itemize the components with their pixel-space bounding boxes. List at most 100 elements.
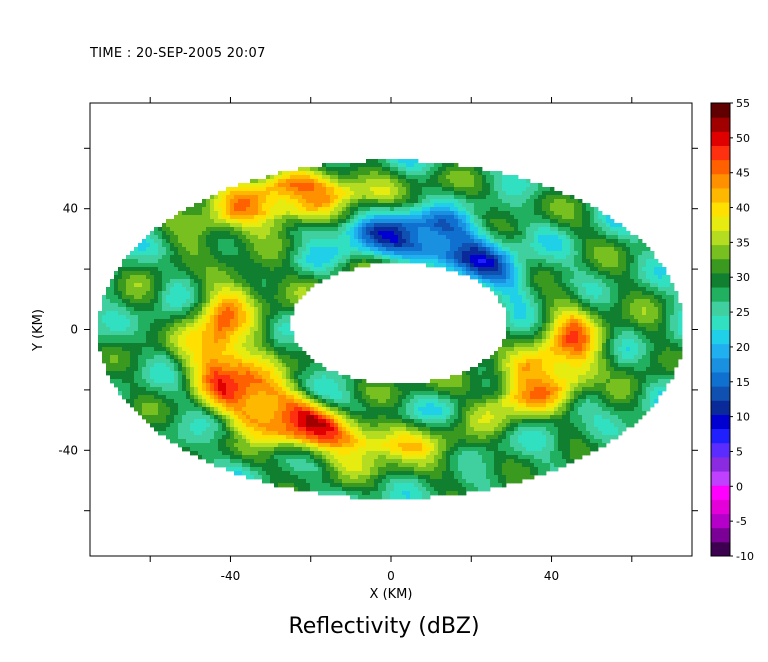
- echo-cell: [366, 259, 371, 264]
- echo-cell: [378, 227, 383, 232]
- echo-cell: [430, 167, 435, 172]
- echo-cell: [542, 239, 547, 244]
- echo-cell: [166, 263, 171, 268]
- echo-cell: [450, 203, 455, 208]
- echo-cell: [194, 335, 199, 340]
- echo-cell: [254, 235, 259, 240]
- echo-cell: [494, 263, 499, 268]
- echo-cell: [134, 315, 139, 320]
- echo-cell: [290, 263, 295, 268]
- echo-cell: [298, 247, 303, 252]
- echo-cell: [202, 199, 207, 204]
- echo-cell: [466, 227, 471, 232]
- echo-cell: [630, 259, 635, 264]
- echo-cell: [110, 359, 115, 364]
- echo-cell: [642, 247, 647, 252]
- echo-cell: [146, 303, 151, 308]
- echo-cell: [162, 231, 167, 236]
- echo-cell: [254, 335, 259, 340]
- echo-cell: [402, 159, 407, 164]
- echo-cell: [250, 203, 255, 208]
- echo-cell: [286, 355, 291, 360]
- echo-cell: [518, 187, 523, 192]
- echo-cell: [550, 319, 555, 324]
- echo-cell: [654, 323, 659, 328]
- echo-cell: [198, 263, 203, 268]
- echo-cell: [246, 255, 251, 260]
- echo-cell: [122, 303, 127, 308]
- echo-cell: [626, 271, 631, 276]
- echo-cell: [258, 179, 263, 184]
- echo-cell: [350, 175, 355, 180]
- echo-cell: [302, 243, 307, 248]
- echo-cell: [418, 179, 423, 184]
- echo-cell: [518, 215, 523, 220]
- echo-cell: [650, 343, 655, 348]
- echo-cell: [550, 195, 555, 200]
- echo-cell: [290, 219, 295, 224]
- echo-cell: [582, 255, 587, 260]
- echo-cell: [578, 347, 583, 352]
- echo-cell: [454, 231, 459, 236]
- echo-cell: [486, 203, 491, 208]
- echo-cell: [186, 255, 191, 260]
- echo-cell: [238, 323, 243, 328]
- echo-cell: [474, 183, 479, 188]
- echo-cell: [466, 215, 471, 220]
- echo-cell: [326, 175, 331, 180]
- echo-cell: [390, 211, 395, 216]
- echo-cell: [266, 175, 271, 180]
- echo-cell: [514, 175, 519, 180]
- echo-cell: [442, 211, 447, 216]
- echo-cell: [654, 267, 659, 272]
- echo-cell: [654, 339, 659, 344]
- echo-cell: [554, 283, 559, 288]
- echo-cell: [266, 351, 271, 356]
- echo-cell: [194, 347, 199, 352]
- echo-cell: [642, 355, 647, 360]
- echo-cell: [610, 351, 615, 356]
- echo-cell: [146, 291, 151, 296]
- echo-cell: [538, 319, 543, 324]
- echo-cell: [286, 291, 291, 296]
- echo-cell: [354, 187, 359, 192]
- echo-cell: [142, 331, 147, 336]
- echo-cell: [658, 359, 663, 364]
- echo-cell: [206, 215, 211, 220]
- echo-cell: [554, 211, 559, 216]
- echo-cell: [282, 183, 287, 188]
- echo-cell: [186, 247, 191, 252]
- echo-cell: [114, 323, 119, 328]
- echo-cell: [374, 219, 379, 224]
- echo-cell: [202, 323, 207, 328]
- echo-cell: [130, 299, 135, 304]
- echo-cell: [194, 259, 199, 264]
- echo-cell: [494, 355, 499, 360]
- echo-cell: [166, 287, 171, 292]
- echo-cell: [178, 363, 183, 368]
- echo-cell: [130, 355, 135, 360]
- echo-cell: [654, 283, 659, 288]
- echo-cell: [114, 271, 119, 276]
- echo-cell: [542, 347, 547, 352]
- echo-cell: [294, 279, 299, 284]
- echo-cell: [446, 211, 451, 216]
- echo-cell: [186, 319, 191, 324]
- echo-cell: [294, 175, 299, 180]
- echo-cell: [574, 355, 579, 360]
- echo-cell: [402, 199, 407, 204]
- echo-cell: [582, 295, 587, 300]
- echo-cell: [522, 287, 527, 292]
- echo-cell: [514, 315, 519, 320]
- echo-cell: [594, 287, 599, 292]
- echo-cell: [282, 319, 287, 324]
- echo-cell: [270, 283, 275, 288]
- echo-cell: [290, 303, 295, 308]
- echo-cell: [130, 275, 135, 280]
- echo-cell: [246, 275, 251, 280]
- echo-cell: [314, 247, 319, 252]
- echo-cell: [662, 355, 667, 360]
- echo-cell: [278, 223, 283, 228]
- echo-cell: [542, 187, 547, 192]
- echo-cell: [538, 251, 543, 256]
